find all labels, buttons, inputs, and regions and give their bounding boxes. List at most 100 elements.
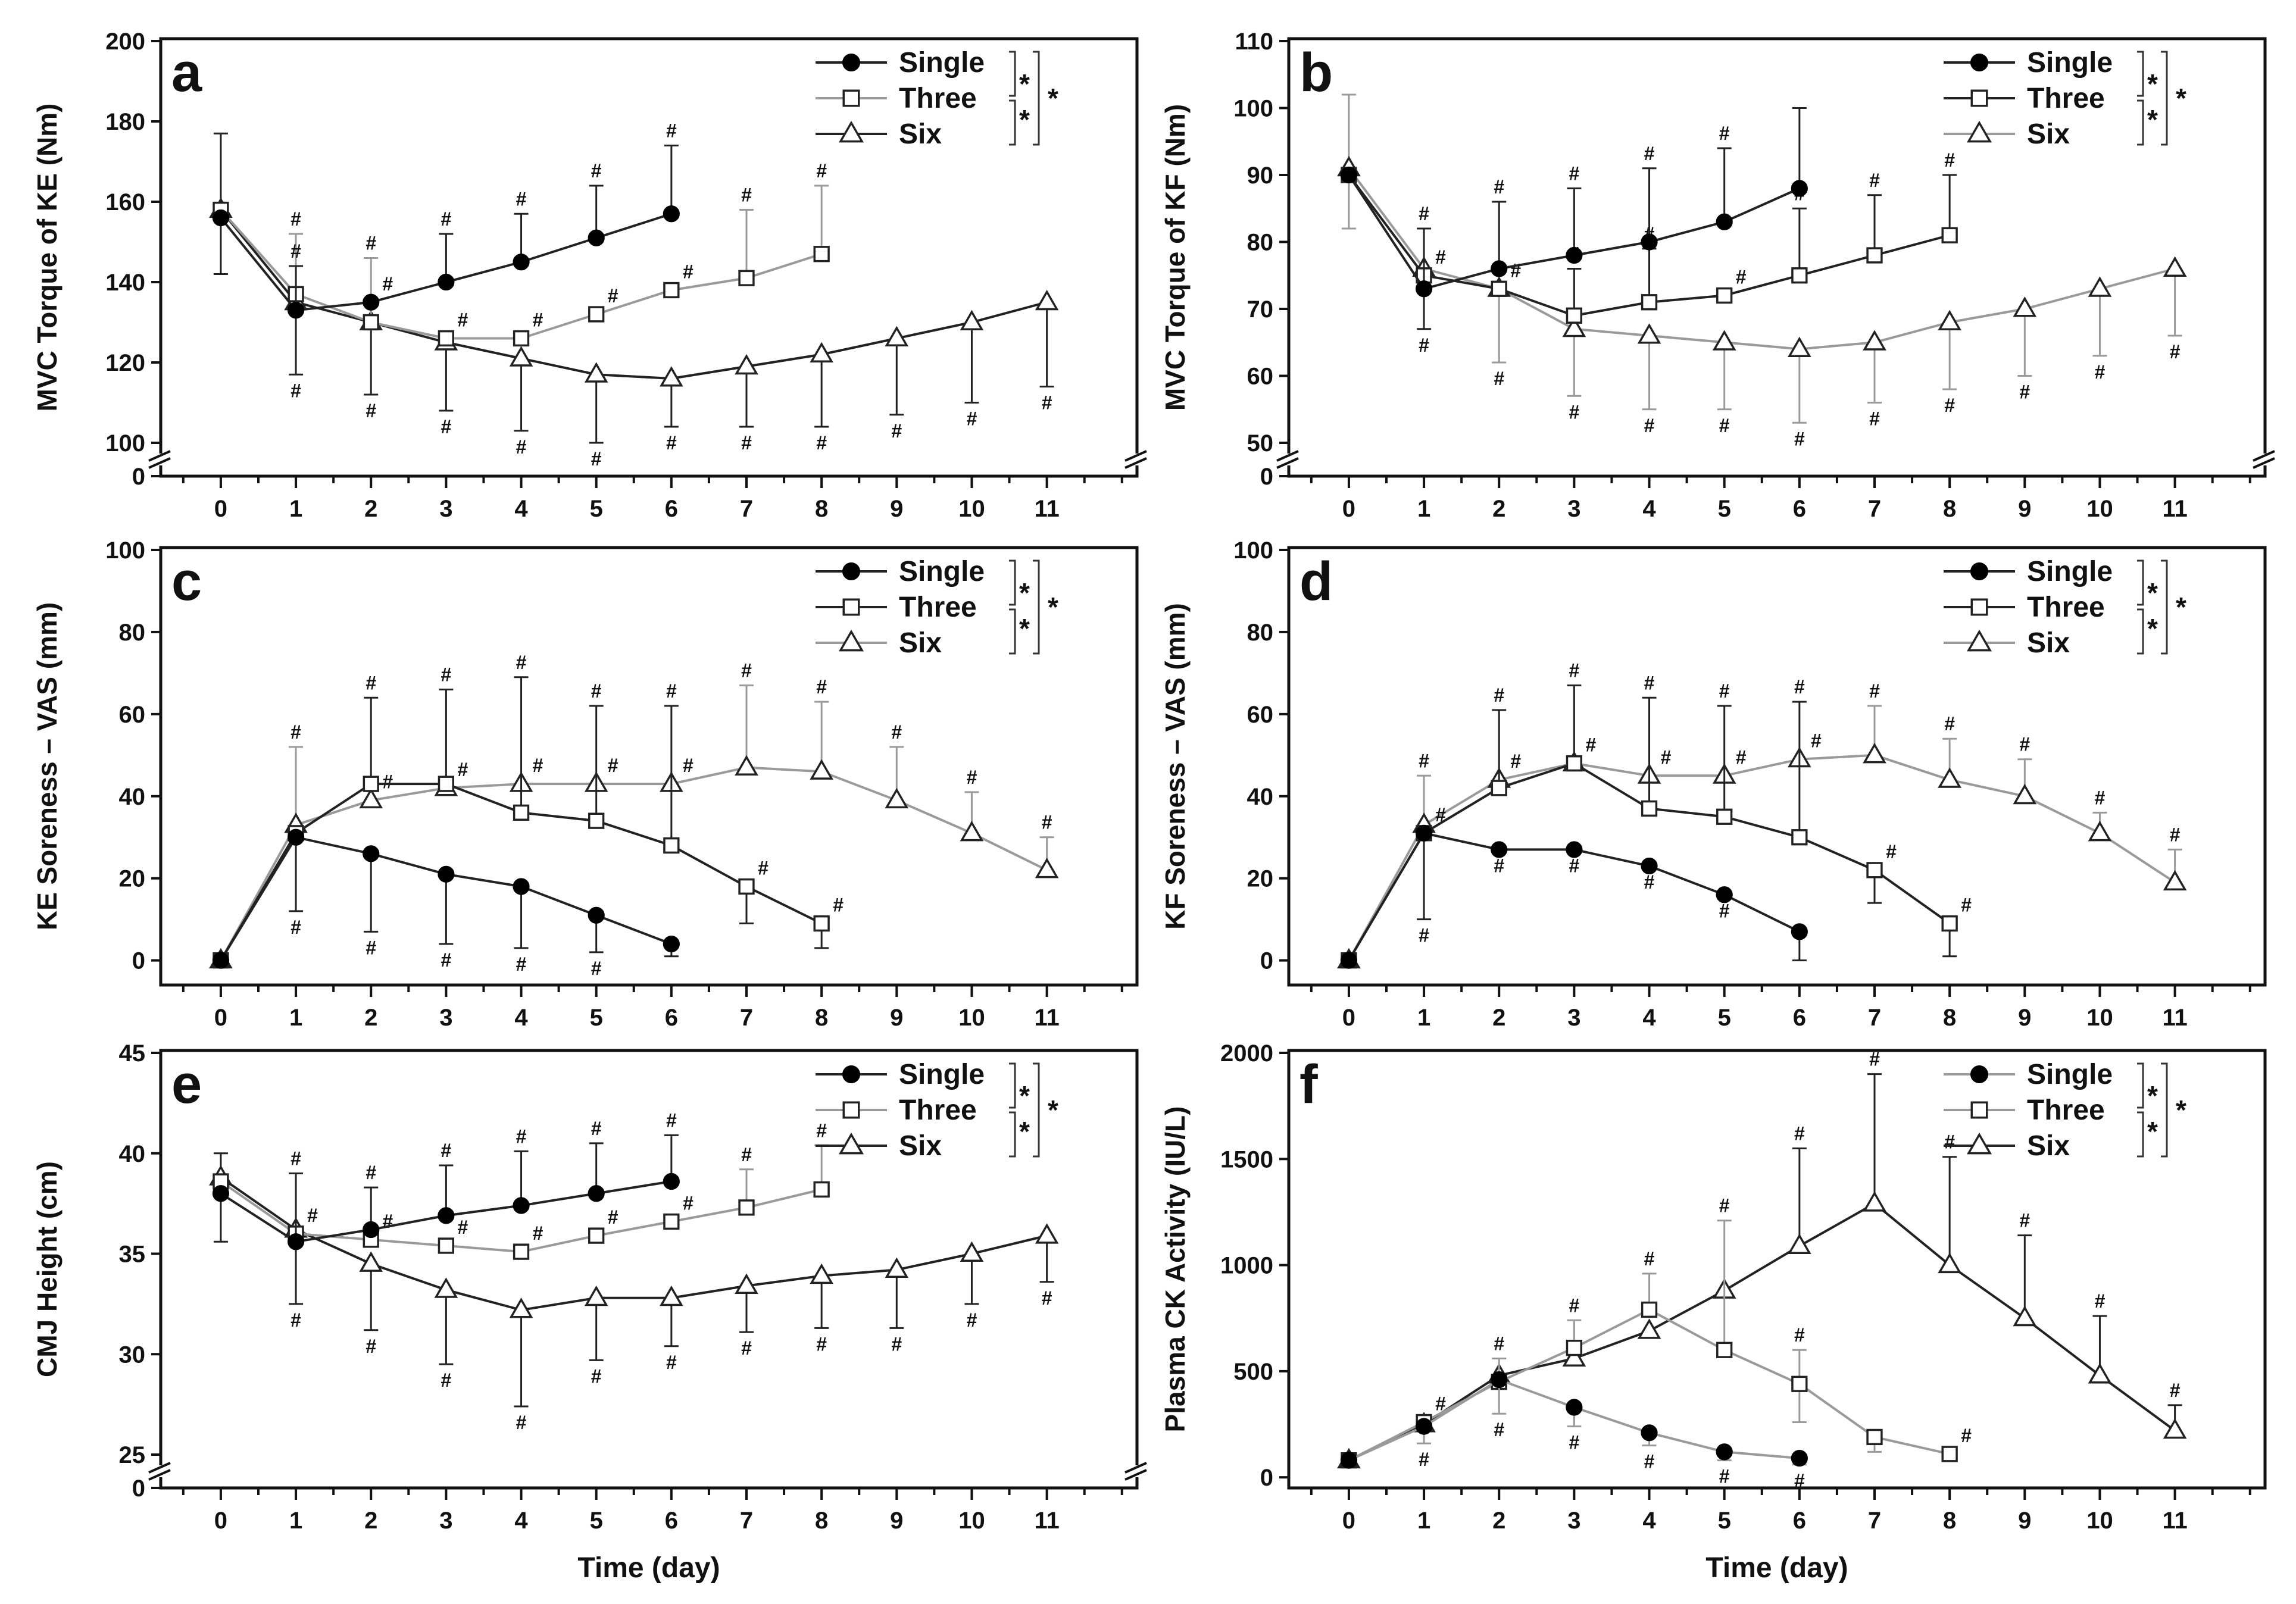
data-point xyxy=(663,282,680,299)
x-tick-label: 10 xyxy=(2086,1508,2113,1534)
data-point xyxy=(885,326,909,347)
significance-mark: # xyxy=(891,1333,902,1355)
legend-label: Six xyxy=(899,118,942,150)
significance-mark: # xyxy=(366,937,376,958)
series-single: # # # # # # xyxy=(212,1109,680,1250)
significance-mark: # xyxy=(1661,746,1672,768)
significance-star: * xyxy=(2176,592,2186,623)
significance-mark: # xyxy=(683,261,694,283)
legend-label: Single xyxy=(2027,1059,2113,1090)
x-tick-label: 5 xyxy=(590,1005,603,1031)
x-tick-label: 0 xyxy=(1342,1508,1355,1534)
data-point xyxy=(287,828,305,846)
legend-label: Three xyxy=(899,1095,977,1126)
significance-mark: # xyxy=(741,660,752,681)
significance-mark: # xyxy=(441,949,451,971)
data-point xyxy=(663,1213,680,1230)
x-tick-label: 2 xyxy=(364,496,377,522)
data-point xyxy=(1791,1375,1808,1392)
y-tick-label: 40 xyxy=(119,784,146,810)
y-tick-label: 180 xyxy=(105,109,145,135)
x-tick-label: 11 xyxy=(2162,1508,2187,1534)
legend-label: Three xyxy=(2027,1095,2105,1126)
data-point xyxy=(1716,287,1733,304)
significance-mark: # xyxy=(290,380,301,401)
x-tick-label: 9 xyxy=(2018,496,2031,522)
data-point xyxy=(588,812,605,829)
legend: Single Three Six * * * xyxy=(816,1059,1058,1162)
significance-mark: # xyxy=(1569,401,1579,423)
data-point xyxy=(359,1251,383,1272)
x-tick-label: 2 xyxy=(1492,496,1505,522)
data-point xyxy=(735,354,758,375)
data-point xyxy=(1415,280,1433,298)
significance-mark: # xyxy=(891,420,902,442)
significance-mark: # xyxy=(2170,341,2181,362)
significance-mark: # xyxy=(1886,841,1897,862)
y-axis-break-mark xyxy=(148,1462,171,1474)
significance-mark: # xyxy=(2019,1210,2030,1231)
x-tick-label: 5 xyxy=(590,496,603,522)
y-axis-label: MVC Torque of KF (Nm) xyxy=(1160,104,1191,411)
significance-mark: # xyxy=(608,285,618,307)
x-tick-label: 8 xyxy=(1943,496,1956,522)
x-tick-label: 9 xyxy=(890,496,903,522)
data-point xyxy=(960,820,984,842)
x-tick-label: 3 xyxy=(439,1508,452,1534)
plot-frame xyxy=(159,1049,1139,1490)
data-point xyxy=(810,342,833,363)
x-tick-label: 7 xyxy=(1868,1508,1881,1534)
x-tick-label: 2 xyxy=(1492,1005,1505,1031)
legend-marker xyxy=(842,54,860,71)
data-point xyxy=(663,837,680,854)
data-point xyxy=(813,915,830,932)
data-point xyxy=(588,906,605,924)
x-tick-label: 11 xyxy=(2162,1005,2187,1031)
significance-mark: # xyxy=(1794,1470,1805,1492)
significance-mark: # xyxy=(683,755,694,776)
data-point xyxy=(1566,246,1583,264)
y-tick-label: 140 xyxy=(105,270,145,296)
legend-label: Six xyxy=(2027,627,2070,659)
y-tick-label: 100 xyxy=(1233,96,1273,122)
y-tick-label: 1000 xyxy=(1220,1253,1273,1279)
significance-star: * xyxy=(2176,1095,2186,1125)
significance-star: * xyxy=(1048,1095,1058,1125)
significance-bracket xyxy=(1009,559,1016,606)
series-line xyxy=(1348,167,2176,351)
x-tick-label: 1 xyxy=(289,1508,302,1534)
data-point xyxy=(1641,1424,1658,1442)
data-point xyxy=(738,270,755,286)
significance-bracket xyxy=(2161,559,2168,655)
y-tick-label: 90 xyxy=(1247,162,1274,189)
y-tick-label: 100 xyxy=(105,430,145,457)
y-tick-label: 20 xyxy=(1247,866,1274,892)
significance-mark: # xyxy=(1869,680,1880,702)
y-tick-label: 100 xyxy=(1233,537,1273,564)
data-point xyxy=(1491,841,1508,858)
significance-mark: # xyxy=(366,1336,376,1357)
legend-marker xyxy=(842,1101,860,1119)
significance-mark: # xyxy=(1719,415,1730,436)
y-axis-break-mark xyxy=(2253,450,2275,462)
x-tick-label: 5 xyxy=(1718,496,1731,522)
x-tick-label: 3 xyxy=(1567,496,1580,522)
data-point xyxy=(509,346,533,367)
series-single: # # # # # xyxy=(1340,824,1808,969)
legend-marker xyxy=(1970,1065,1988,1083)
x-tick-label: 8 xyxy=(1943,1508,1956,1534)
plot-frame xyxy=(1287,546,2267,987)
significance-mark: # xyxy=(1869,408,1880,430)
legend-label: Three xyxy=(899,83,977,114)
significance-mark: # xyxy=(891,721,902,743)
significance-mark: # xyxy=(1042,812,1052,833)
data-point xyxy=(588,1185,605,1202)
x-tick-label: 1 xyxy=(1417,1005,1430,1031)
legend: Single Three Six * * * xyxy=(1944,556,2186,659)
data-point xyxy=(2088,820,2112,842)
data-point xyxy=(1791,829,1808,846)
x-tick-label: 3 xyxy=(439,1005,452,1031)
data-point xyxy=(1340,1452,1358,1469)
data-point xyxy=(588,1227,605,1244)
